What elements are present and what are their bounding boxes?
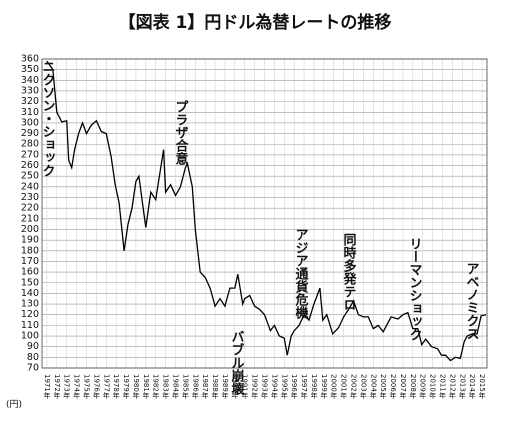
x-tick-label: 2009年 xyxy=(419,374,427,400)
x-tick-label: 1994年 xyxy=(270,374,278,400)
x-tick-label: 1983年 xyxy=(162,374,170,400)
x-tick-label: 1988年 xyxy=(211,374,219,400)
y-tick-label: 160 xyxy=(21,267,39,278)
chart-title: 【図表 1】円ドル為替レートの推移 xyxy=(119,12,392,33)
x-tick-label: 2011年 xyxy=(439,374,447,400)
y-tick-label: 150 xyxy=(21,277,39,288)
x-tick-label: 1984年 xyxy=(172,374,180,400)
x-tick-label: 2008年 xyxy=(409,374,417,400)
y-tick-label: 290 xyxy=(21,128,39,139)
x-tick-label: 1976年 xyxy=(92,374,100,400)
x-tick-label: 1989年 xyxy=(221,374,229,400)
y-tick-label: 320 xyxy=(21,96,39,107)
y-tick-label: 230 xyxy=(21,192,39,203)
x-tick-label: 1997年 xyxy=(300,374,308,400)
x-tick-label: 1977年 xyxy=(102,374,110,400)
annotation: アベノミクス xyxy=(464,262,480,340)
y-tick-label: 80 xyxy=(27,352,39,363)
x-tick-label: 1996年 xyxy=(290,374,298,400)
x-tick-label: 1990年 xyxy=(231,374,239,400)
y-tick-label: 90 xyxy=(27,341,39,352)
x-tick-label: 1972年 xyxy=(53,374,61,400)
y-axis-label: (円) xyxy=(6,399,22,410)
x-tick-label: 1987年 xyxy=(201,374,209,400)
x-tick-label: 1986年 xyxy=(191,374,199,400)
x-tick-label: 1973年 xyxy=(63,374,71,400)
y-tick-label: 190 xyxy=(21,235,39,246)
y-tick-label: 360 xyxy=(21,54,39,65)
x-tick-label: 2003年 xyxy=(359,374,367,400)
y-tick-label: 170 xyxy=(21,256,39,267)
annotation: 同時多発テロ xyxy=(341,233,358,311)
x-tick-label: 1981年 xyxy=(142,374,150,400)
x-tick-label: 1985年 xyxy=(181,374,189,400)
y-tick-label: 180 xyxy=(21,245,39,256)
x-tick-label: 1992年 xyxy=(251,374,259,400)
y-tick-label: 140 xyxy=(21,288,39,299)
x-tick-label: 1998年 xyxy=(310,374,318,400)
x-tick-label: 1991年 xyxy=(241,374,249,400)
y-tick-label: 340 xyxy=(21,75,39,86)
x-tick-label: 1995年 xyxy=(280,374,288,400)
annotation: アジア通貨危機 xyxy=(293,228,309,320)
y-tick-label: 310 xyxy=(21,107,39,118)
y-tick-label: 330 xyxy=(21,85,39,96)
x-tick-label: 2015年 xyxy=(478,374,486,400)
x-tick-label: 1980年 xyxy=(132,374,140,400)
x-tick-label: 1975年 xyxy=(83,374,91,400)
x-tick-label: 2002年 xyxy=(350,374,358,400)
x-tick-label: 1999年 xyxy=(320,374,328,400)
annotation: プラザ合意 xyxy=(173,100,189,166)
y-tick-label: 240 xyxy=(21,181,39,192)
x-tick-label: 1974年 xyxy=(73,374,81,400)
y-tick-label: 210 xyxy=(21,213,39,224)
y-tick-label: 220 xyxy=(21,203,39,214)
x-tick-label: 2014年 xyxy=(468,374,476,400)
annotation: ニクソン・ショック xyxy=(40,60,56,177)
x-tick-label: 1971年 xyxy=(43,374,51,400)
y-tick-label: 270 xyxy=(21,149,39,160)
y-tick-label: 280 xyxy=(21,139,39,150)
y-tick-label: 300 xyxy=(21,117,39,128)
x-tick-label: 2012年 xyxy=(448,374,456,400)
x-tick-label: 2004年 xyxy=(369,374,377,400)
line xyxy=(46,60,487,362)
x-tick-label: 2005年 xyxy=(379,374,387,400)
x-tick-label: 1993年 xyxy=(261,374,269,400)
x-tick-label: 1982年 xyxy=(152,374,160,400)
y-tick-label: 260 xyxy=(21,160,39,171)
y-tick-label: 130 xyxy=(21,299,39,310)
x-tick-label: 2007年 xyxy=(399,374,407,400)
x-tick-label: 2010年 xyxy=(429,374,437,400)
y-tick-label: 200 xyxy=(21,224,39,235)
x-tick-label: 2001年 xyxy=(340,374,348,400)
y-tick-label: 250 xyxy=(21,171,39,182)
y-tick-label: 100 xyxy=(21,331,39,342)
annotation: バブル崩壊 xyxy=(229,330,245,396)
x-tick-label: 2006年 xyxy=(389,374,397,400)
y-tick-label: 120 xyxy=(21,309,39,320)
annotation: リーマンショック xyxy=(407,237,423,341)
x-tick-label: 1978年 xyxy=(112,374,120,400)
x-tick-label: 1979年 xyxy=(122,374,130,400)
x-tick-label: 2000年 xyxy=(330,374,338,400)
y-tick-label: 110 xyxy=(21,320,39,331)
plot-frame xyxy=(41,58,488,369)
y-tick-label: 70 xyxy=(27,363,39,374)
y-tick-label: 350 xyxy=(21,64,39,75)
x-tick-label: 2013年 xyxy=(458,374,466,400)
